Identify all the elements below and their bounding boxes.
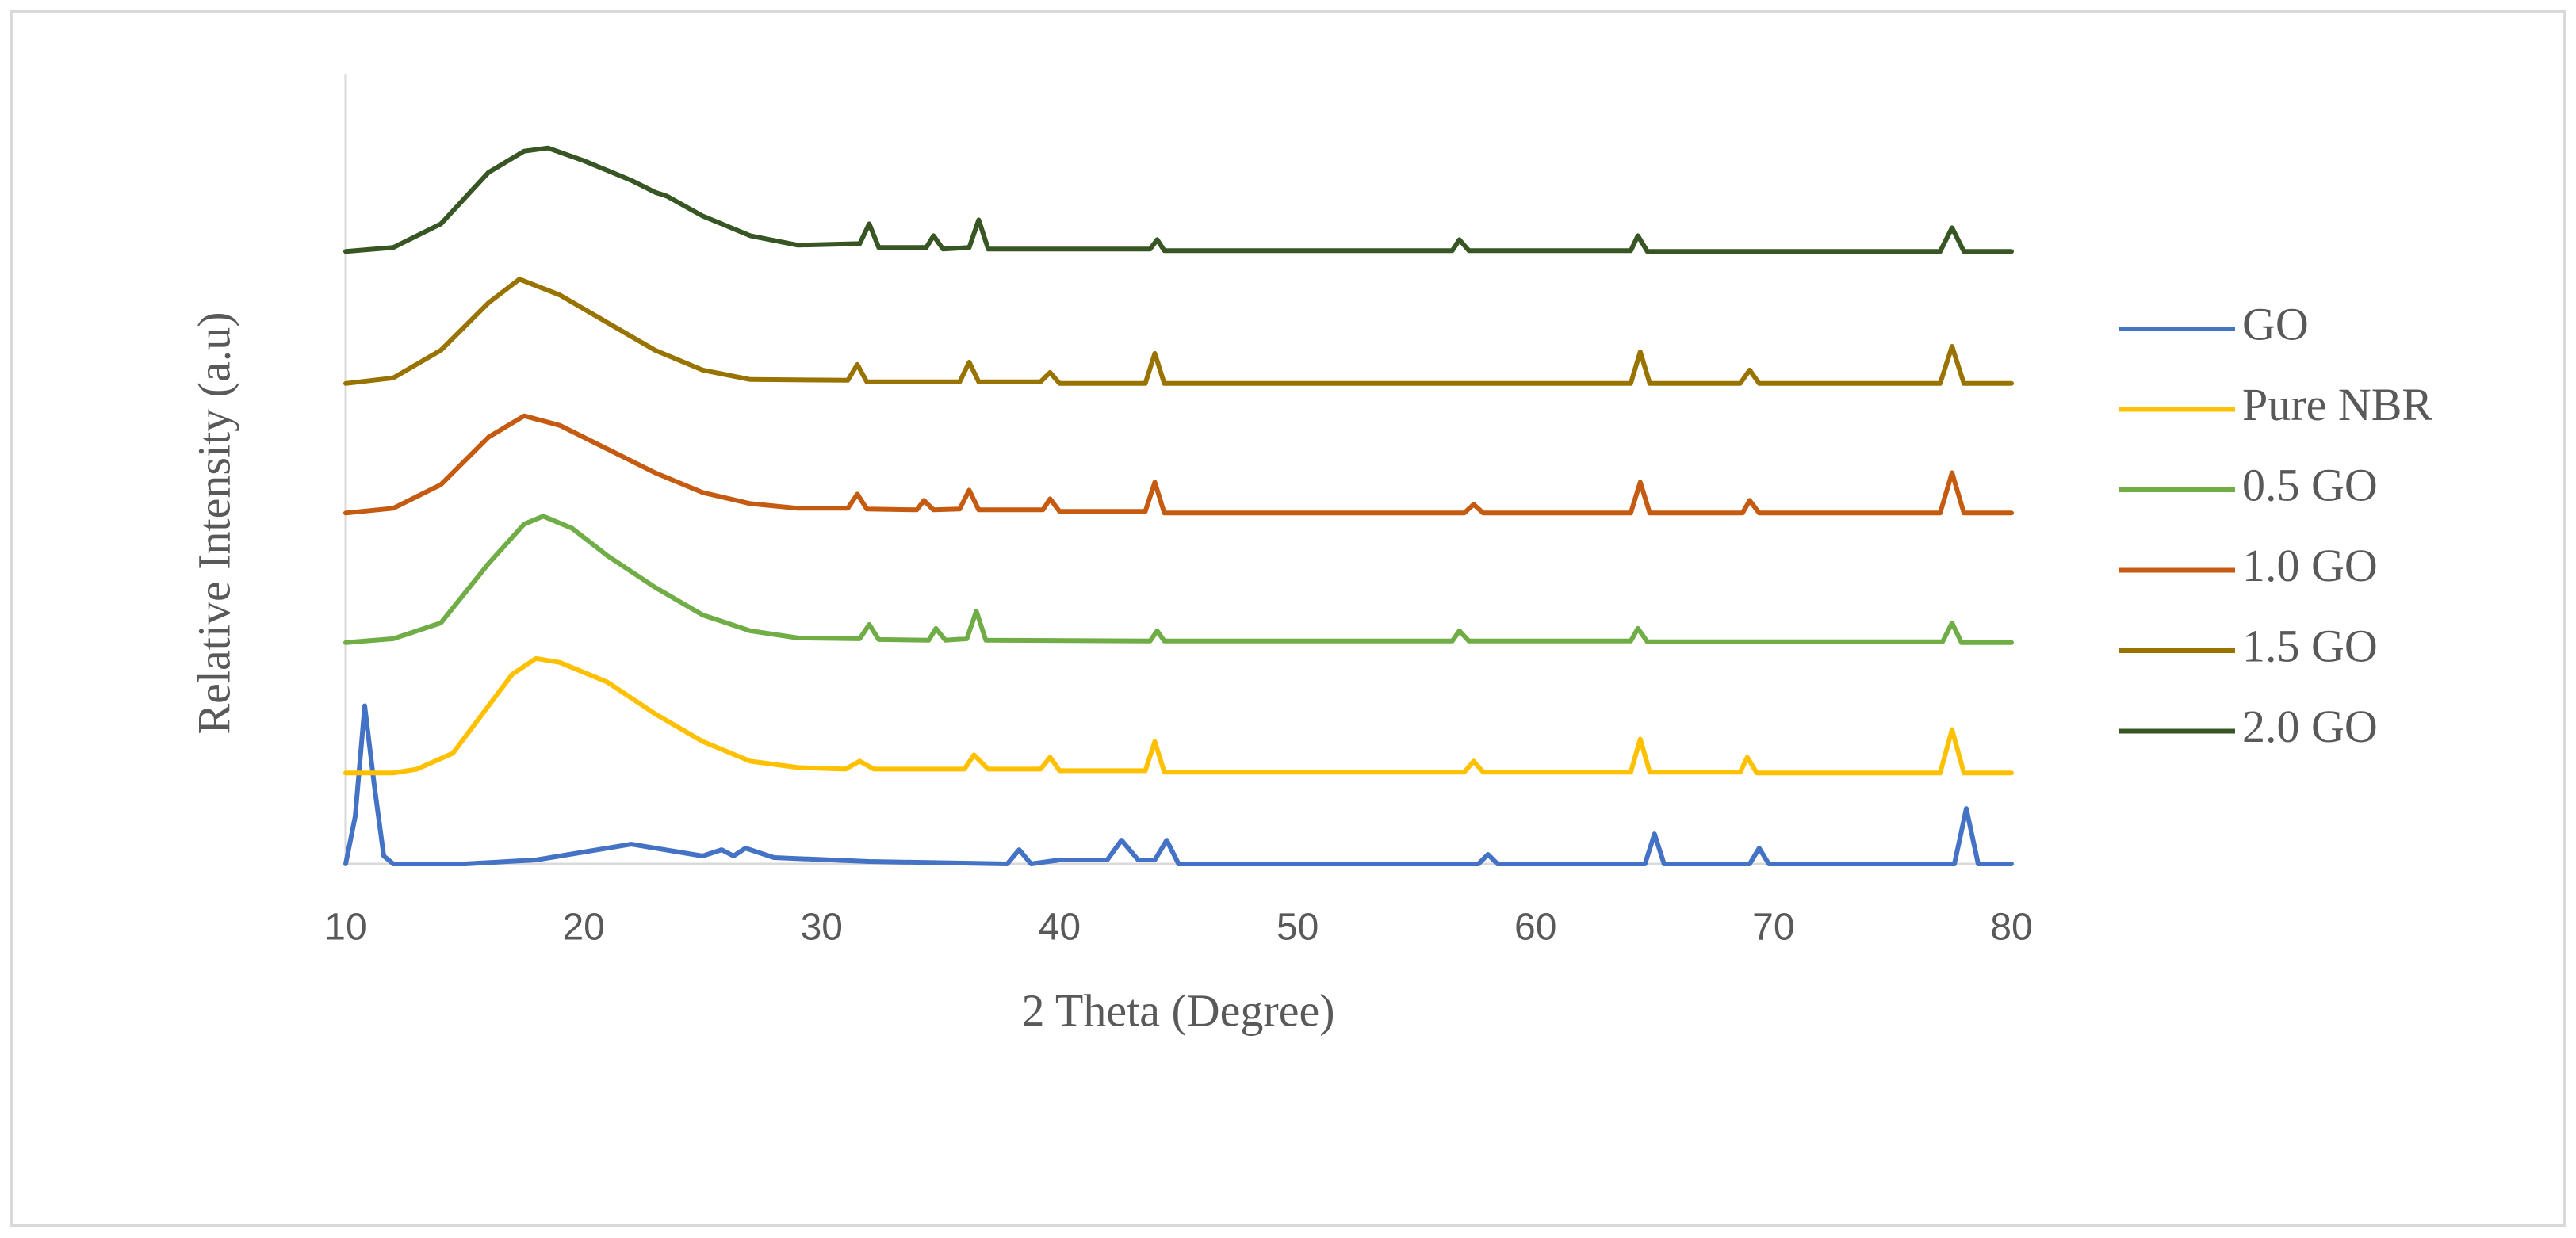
legend-label: 1.5 GO (2242, 620, 2378, 671)
legend-label: Pure NBR (2242, 379, 2432, 430)
x-tick-label: 70 (1752, 907, 1794, 949)
series-line (343, 703, 2014, 866)
x-tick-label: 10 (324, 907, 366, 949)
legend-label: 1.0 GO (2242, 540, 2378, 591)
legend-label: 2.0 GO (2242, 701, 2378, 752)
x-axis-title: 2 Theta (Degree) (1021, 984, 1334, 1036)
x-tick-label: 60 (1514, 907, 1556, 949)
x-tick-label: 30 (801, 907, 843, 949)
x-tick-label: 40 (1039, 907, 1081, 949)
legend-label: 0.5 GO (2242, 459, 2378, 510)
x-tick-label: 20 (562, 907, 604, 949)
series-line (343, 277, 2014, 386)
series-line (343, 655, 2014, 776)
series-line (343, 413, 2014, 516)
x-tick-label: 50 (1277, 907, 1319, 949)
series-line (343, 514, 2014, 645)
chart-frame (10, 10, 2566, 1227)
series-line (343, 145, 2014, 254)
legend-label: GO (2242, 298, 2309, 350)
x-tick-label: 80 (1990, 907, 2032, 949)
y-axis-title: Relative Intensity (a.u) (188, 311, 239, 734)
